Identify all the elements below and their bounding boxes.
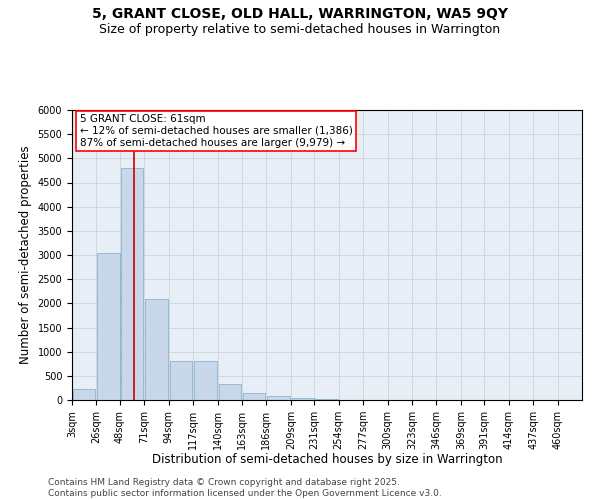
Text: Size of property relative to semi-detached houses in Warrington: Size of property relative to semi-detach…	[100, 22, 500, 36]
Bar	[121, 168, 143, 400]
Bar	[243, 393, 265, 400]
Bar	[145, 298, 168, 400]
Bar	[292, 398, 314, 400]
Bar	[218, 384, 241, 400]
Text: 5, GRANT CLOSE, OLD HALL, WARRINGTON, WA5 9QY: 5, GRANT CLOSE, OLD HALL, WARRINGTON, WA…	[92, 8, 508, 22]
Bar	[194, 362, 217, 400]
Text: 5 GRANT CLOSE: 61sqm
← 12% of semi-detached houses are smaller (1,386)
87% of se: 5 GRANT CLOSE: 61sqm ← 12% of semi-detac…	[80, 114, 353, 148]
Y-axis label: Number of semi-detached properties: Number of semi-detached properties	[19, 146, 32, 364]
Bar	[97, 252, 120, 400]
Text: Distribution of semi-detached houses by size in Warrington: Distribution of semi-detached houses by …	[152, 452, 502, 466]
Bar	[268, 396, 290, 400]
Text: Contains HM Land Registry data © Crown copyright and database right 2025.
Contai: Contains HM Land Registry data © Crown c…	[48, 478, 442, 498]
Bar	[170, 362, 192, 400]
Bar	[73, 389, 95, 400]
